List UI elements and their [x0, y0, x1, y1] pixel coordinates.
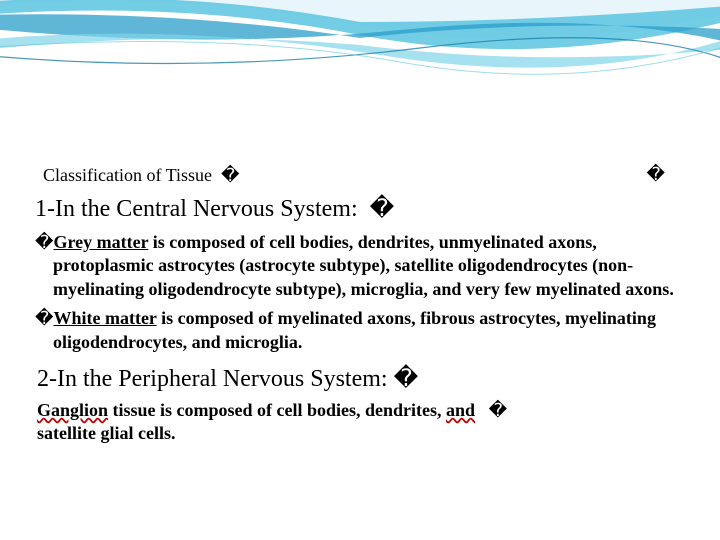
white-matter-label: White matter	[53, 308, 156, 328]
section2-heading: 2-In the Peripheral Nervous System:	[37, 366, 388, 392]
ganglion-text1: tissue is composed of cell bodies, dendr…	[108, 400, 446, 420]
grey-matter-paragraph: �Grey matter is composed of cell bodies,…	[35, 231, 685, 301]
section1-marker: �	[370, 196, 395, 222]
ganglion-text2: satellite glial cells.	[37, 423, 175, 443]
ganglion-and: and	[446, 400, 475, 420]
section2-heading-line: 2-In the Peripheral Nervous System: �	[37, 364, 685, 393]
title-marker: �	[221, 165, 239, 185]
grey-matter-label: Grey matter	[53, 232, 148, 252]
slide-content: Classification of Tissue � 1-In the Cent…	[0, 0, 720, 446]
classification-title-line: Classification of Tissue �	[43, 165, 685, 186]
section1-heading-line: 1-In the Central Nervous System: �	[35, 194, 685, 223]
grey-matter-bullet: �	[35, 232, 53, 252]
white-matter-bullet: �	[35, 308, 53, 328]
ganglion-paragraph: Ganglion tissue is composed of cell bodi…	[37, 399, 685, 446]
white-matter-paragraph: �White matter is composed of myelinated …	[35, 307, 685, 354]
classification-title: Classification of Tissue	[43, 165, 212, 185]
ganglion-marker: �	[489, 400, 507, 420]
ganglion-label: Ganglion	[37, 400, 108, 420]
section1-heading: 1-In the Central Nervous System:	[35, 196, 358, 222]
section2-marker: �	[394, 366, 419, 392]
